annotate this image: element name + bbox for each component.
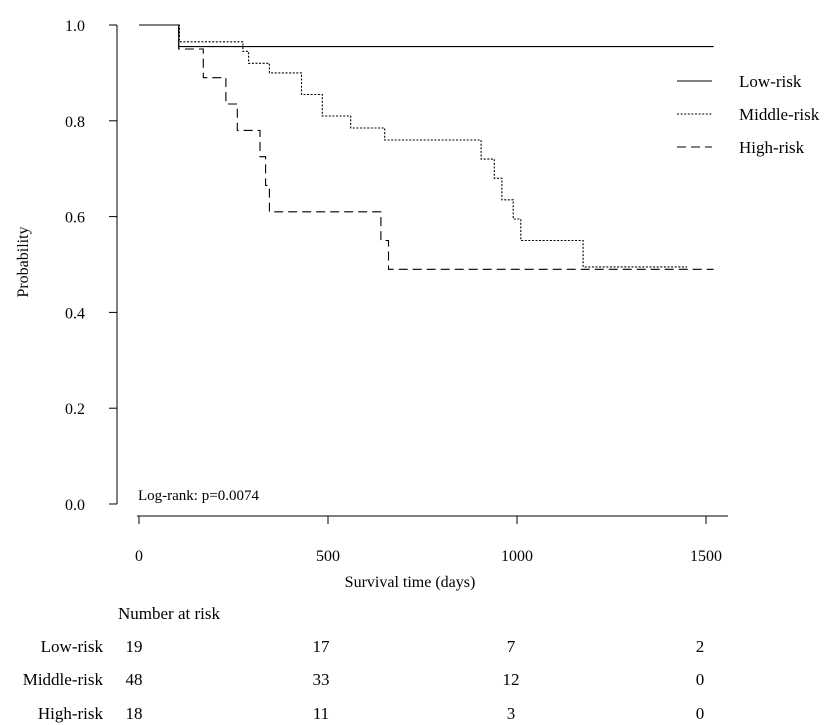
y-axis-title: Probability — [15, 226, 32, 297]
x-tick-label: 500 — [316, 548, 340, 565]
legend-label: Low-risk — [739, 72, 802, 91]
y-tick-label: 0.6 — [65, 210, 85, 227]
series-line-middle-risk — [139, 24, 688, 268]
risk-row-label: Low-risk — [41, 637, 104, 656]
x-tick-label: 1000 — [501, 548, 533, 565]
y-tick-label: 0.8 — [65, 114, 85, 131]
series-group — [139, 24, 714, 270]
risk-count: 18 — [126, 704, 143, 723]
y-tick-label: 0.0 — [65, 497, 85, 514]
risk-count: 48 — [126, 670, 143, 689]
legend-label: High-risk — [739, 138, 805, 157]
series-line-low-risk — [139, 24, 714, 48]
y-tick-label: 0.4 — [65, 305, 85, 322]
risk-count: 0 — [696, 670, 705, 689]
risk-count: 0 — [696, 704, 705, 723]
series-line-high-risk — [139, 24, 714, 270]
x-axis-title: Survival time (days) — [345, 574, 476, 591]
risk-count: 7 — [507, 637, 516, 656]
x-tick-label: 1500 — [690, 548, 722, 565]
risk-count: 19 — [126, 637, 143, 656]
axes: 0.0 0.2 0.4 0.6 0.8 1.0 0 500 1000 1500 — [65, 18, 728, 565]
risk-count: 33 — [313, 670, 330, 689]
risk-count: 11 — [313, 704, 329, 723]
legend: Low-risk Middle-risk High-risk — [677, 72, 820, 157]
risk-count: 17 — [313, 637, 331, 656]
y-tick-label: 0.2 — [65, 401, 85, 418]
logrank-annotation: Log-rank: p=0.0074 — [138, 488, 259, 504]
legend-label: Middle-risk — [739, 105, 820, 124]
risk-table: Number at risk Low-risk 19 17 7 2 Middle-risk… — [23, 604, 705, 723]
risk-count: 12 — [503, 670, 520, 689]
risk-table-title: Number at risk — [118, 604, 220, 623]
risk-count: 3 — [507, 704, 516, 723]
x-tick-label: 0 — [135, 548, 143, 565]
risk-count: 2 — [696, 637, 705, 656]
y-tick-label: 1.0 — [65, 18, 85, 35]
risk-row-label: High-risk — [38, 704, 104, 723]
risk-row-label: Middle-risk — [23, 670, 104, 689]
